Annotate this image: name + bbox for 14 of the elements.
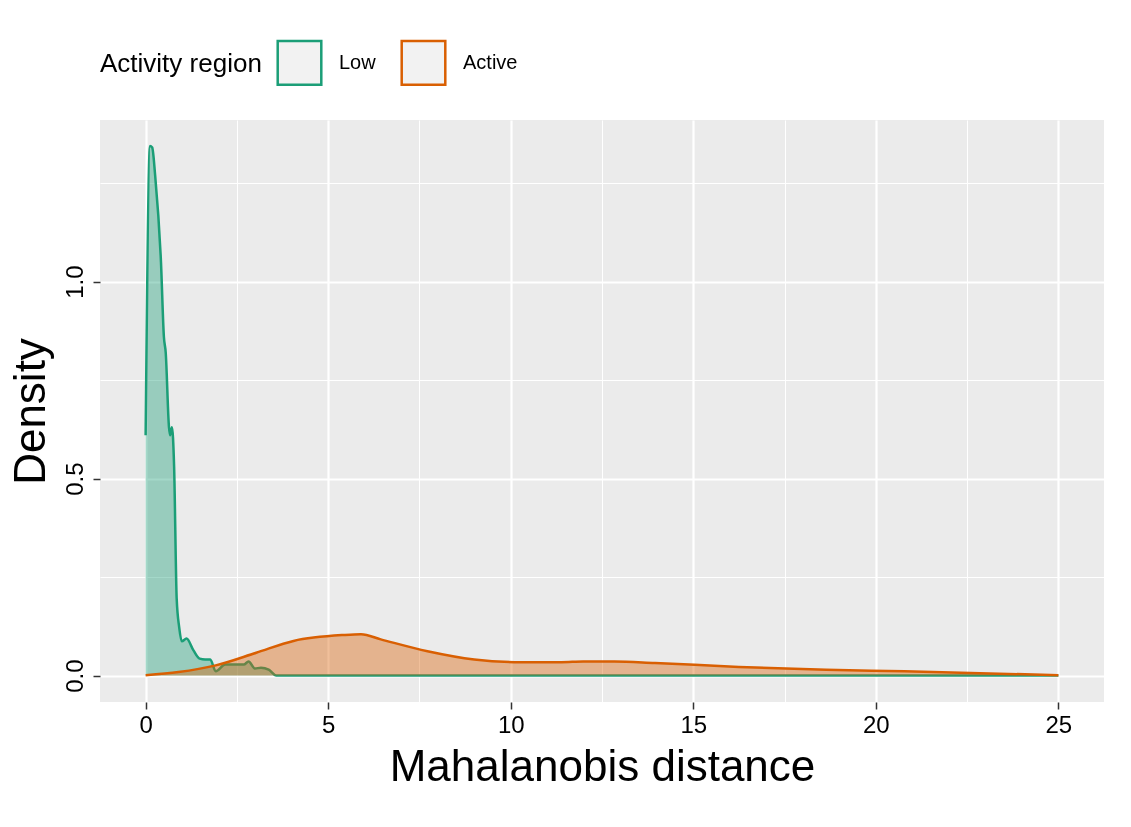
x-tick-label: 0 bbox=[139, 710, 153, 738]
y-tick-label: 1.0 bbox=[60, 265, 88, 299]
x-axis-title: Mahalanobis distance bbox=[389, 740, 816, 790]
legend-label: Active bbox=[463, 50, 518, 73]
y-tick-label: 0.5 bbox=[60, 462, 88, 496]
x-tick-label: 20 bbox=[862, 710, 890, 738]
y-axis-title: Density bbox=[4, 338, 54, 485]
legend-title: Activity region bbox=[100, 48, 262, 78]
y-tick-label: 0.0 bbox=[60, 659, 88, 693]
legend-label: Low bbox=[339, 50, 377, 73]
x-tick-label: 15 bbox=[680, 710, 708, 738]
x-tick-label: 10 bbox=[497, 710, 525, 738]
x-tick-label: 5 bbox=[322, 710, 336, 738]
x-tick-label: 25 bbox=[1045, 710, 1073, 738]
